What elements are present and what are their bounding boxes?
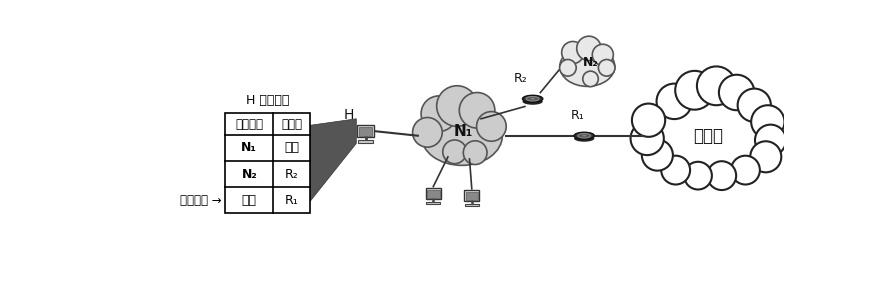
Circle shape [750, 141, 781, 172]
Circle shape [437, 86, 477, 126]
FancyBboxPatch shape [358, 127, 372, 136]
Text: R₂: R₂ [285, 168, 299, 181]
Circle shape [562, 41, 584, 64]
Circle shape [559, 59, 576, 76]
Ellipse shape [531, 98, 535, 99]
Circle shape [697, 66, 736, 105]
Circle shape [413, 118, 442, 147]
Ellipse shape [654, 105, 762, 166]
Circle shape [583, 71, 599, 87]
FancyBboxPatch shape [464, 190, 480, 201]
Ellipse shape [421, 106, 503, 165]
Circle shape [751, 105, 785, 139]
Circle shape [476, 112, 506, 141]
Circle shape [642, 140, 673, 171]
Text: 直接: 直接 [284, 141, 299, 154]
Text: N₂: N₂ [241, 168, 257, 181]
Text: H: H [343, 108, 354, 122]
Ellipse shape [523, 98, 543, 105]
Circle shape [459, 93, 495, 128]
FancyBboxPatch shape [426, 188, 440, 199]
Circle shape [707, 161, 736, 190]
Ellipse shape [526, 97, 539, 101]
Circle shape [662, 156, 690, 185]
Circle shape [676, 71, 714, 110]
Circle shape [755, 125, 786, 156]
Ellipse shape [574, 132, 594, 139]
Text: 默认路由 →: 默认路由 → [180, 194, 221, 207]
Text: N₁: N₁ [241, 141, 257, 154]
Polygon shape [310, 119, 357, 201]
FancyBboxPatch shape [465, 204, 479, 206]
Ellipse shape [560, 47, 614, 86]
Circle shape [731, 156, 760, 185]
Text: 其他: 其他 [242, 194, 257, 207]
Text: R₁: R₁ [572, 109, 585, 122]
Text: 互联网: 互联网 [693, 127, 723, 145]
FancyBboxPatch shape [358, 140, 373, 143]
FancyBboxPatch shape [427, 190, 440, 198]
Text: R₂: R₂ [513, 72, 527, 85]
Circle shape [599, 59, 615, 76]
Circle shape [719, 75, 754, 110]
Text: H 的路由表: H 的路由表 [246, 94, 289, 107]
Circle shape [443, 140, 467, 164]
Circle shape [656, 83, 692, 119]
Text: 目的网络: 目的网络 [235, 118, 263, 131]
Ellipse shape [582, 135, 586, 136]
Circle shape [463, 141, 487, 164]
FancyBboxPatch shape [427, 202, 440, 204]
Text: R₁: R₁ [285, 194, 299, 207]
Ellipse shape [578, 133, 591, 138]
Text: N₁: N₁ [454, 124, 473, 139]
Ellipse shape [523, 95, 543, 102]
Ellipse shape [574, 135, 594, 142]
Circle shape [738, 89, 771, 122]
FancyBboxPatch shape [357, 125, 374, 137]
Circle shape [577, 36, 601, 60]
Bar [225, 113, 310, 213]
Circle shape [630, 122, 664, 155]
Text: N₂: N₂ [583, 56, 599, 69]
Circle shape [684, 162, 712, 189]
Circle shape [632, 104, 665, 137]
Circle shape [421, 96, 456, 131]
Text: 下一跳: 下一跳 [281, 118, 302, 131]
FancyBboxPatch shape [466, 192, 478, 200]
Circle shape [593, 44, 614, 65]
